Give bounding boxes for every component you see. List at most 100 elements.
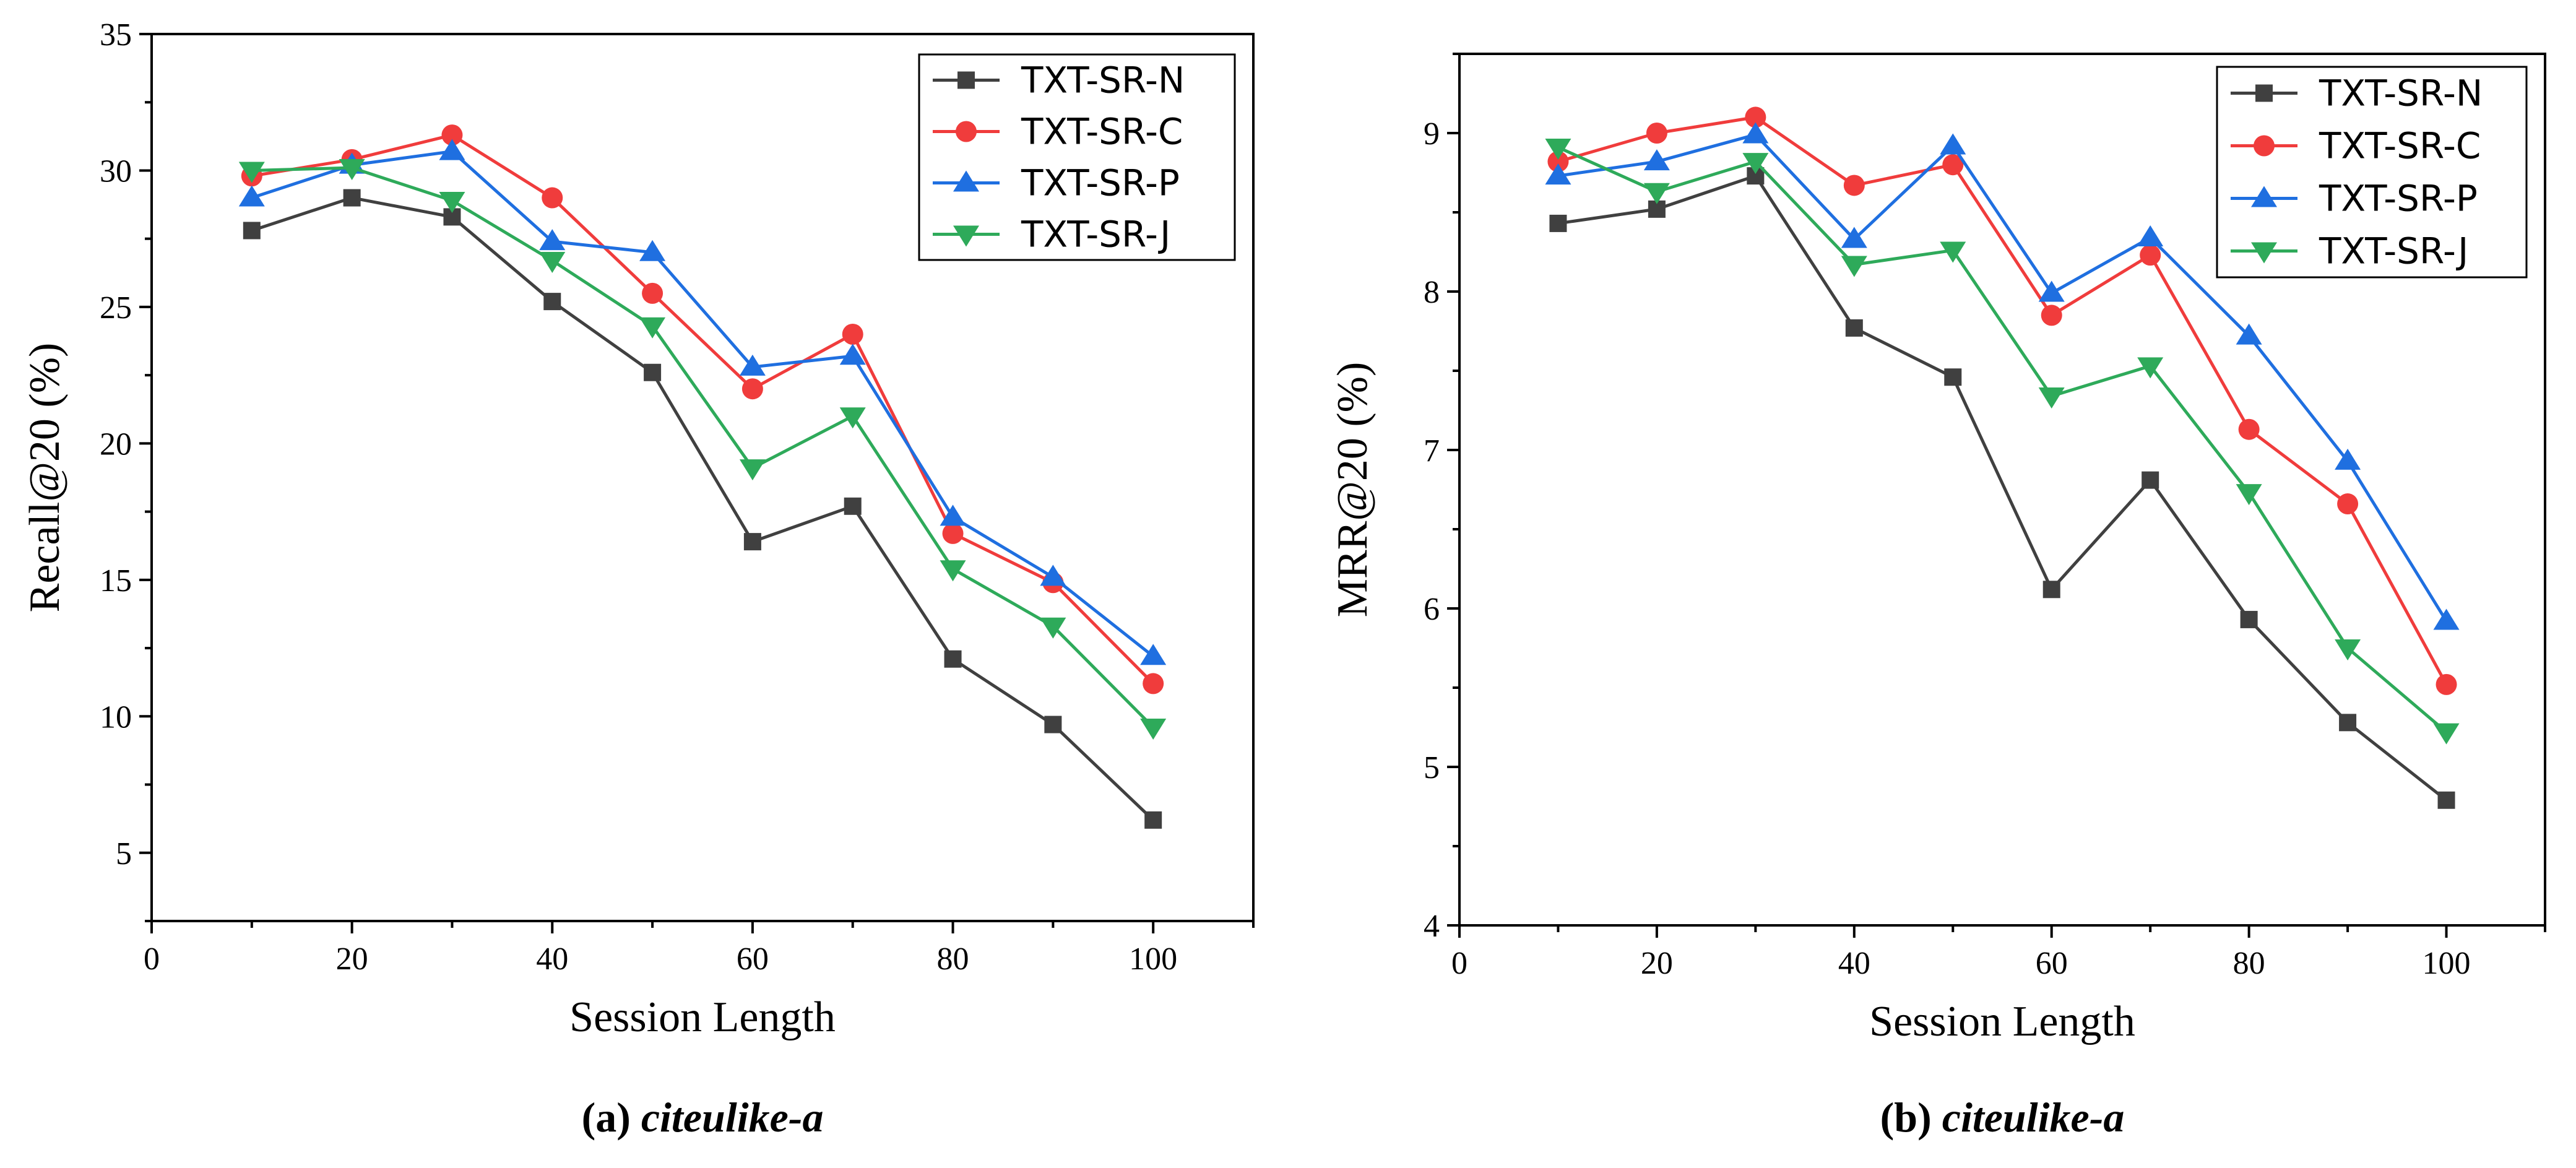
data-point-txt-sr-j: [1940, 241, 1966, 263]
legend-marker-txt-sr-j: [2251, 242, 2277, 264]
plot-frame: [1458, 53, 2546, 927]
data-point-txt-sr-p: [2236, 323, 2262, 345]
x-tick-label: 80: [937, 941, 969, 977]
data-point-txt-sr-c: [2337, 493, 2359, 515]
data-point-txt-sr-j: [2137, 357, 2164, 379]
data-point-txt-sr-p: [940, 504, 966, 526]
data-point-txt-sr-n: [1044, 716, 1062, 733]
data-point-txt-sr-j: [2038, 387, 2065, 409]
caption-letter: (a): [582, 1094, 641, 1141]
data-point-txt-sr-p: [1140, 644, 1167, 665]
x-tick-label: 20: [336, 941, 368, 977]
legend-label: TXT-SR-N: [1021, 59, 1185, 102]
data-point-txt-sr-c: [642, 282, 663, 304]
data-point-txt-sr-p: [639, 240, 666, 261]
y-tick-label: 6: [1424, 592, 1440, 627]
caption-letter: (b): [1880, 1094, 1942, 1141]
data-point-txt-sr-c: [1646, 123, 1667, 144]
data-point-txt-sr-j: [940, 560, 966, 582]
data-point-txt-sr-c: [741, 378, 763, 400]
y-tick-label: 35: [100, 17, 132, 53]
data-point-txt-sr-n: [1845, 319, 1863, 337]
legend-marker-txt-sr-p: [2251, 186, 2277, 207]
data-point-txt-sr-c: [2140, 244, 2161, 266]
data-point-txt-sr-c: [542, 187, 563, 209]
y-tick-label: 5: [116, 836, 132, 872]
data-point-txt-sr-j: [439, 191, 465, 213]
data-point-txt-sr-n: [644, 363, 662, 381]
data-point-txt-sr-p: [1545, 163, 1571, 185]
data-point-txt-sr-j: [639, 317, 666, 339]
data-point-txt-sr-p: [839, 344, 866, 365]
y-axis-label: Recall@20 (%): [21, 343, 69, 613]
legend-label: TXT-SR-N: [2319, 72, 2483, 115]
data-point-txt-sr-p: [539, 229, 566, 251]
x-tick-label: 60: [2036, 946, 2068, 981]
data-point-txt-sr-p: [439, 139, 465, 160]
data-point-txt-sr-c: [1843, 175, 1865, 196]
x-axis-label: Session Length: [1869, 998, 2135, 1045]
data-point-txt-sr-j: [1643, 183, 1670, 204]
data-point-txt-sr-c: [2436, 673, 2457, 695]
y-tick-label: 8: [1424, 275, 1440, 310]
chart-panel-b: 0 20 40 60 80 100 4 5 6 7 8 9 Session Length MRR@20 (…: [1329, 53, 2546, 1141]
y-tick-label: 30: [100, 154, 132, 189]
data-point-txt-sr-c: [1745, 106, 1766, 128]
data-point-txt-sr-p: [2433, 608, 2460, 630]
data-point-txt-sr-j: [1841, 256, 1867, 277]
legend: TXT-SR-N TXT-SR-C TXT-SR-P TXT-SR-J: [2216, 66, 2528, 279]
legend-marker-txt-sr-n: [957, 71, 975, 89]
data-point-txt-sr-n: [543, 293, 561, 311]
data-point-txt-sr-n: [844, 497, 862, 515]
legend-label: TXT-SR-P: [1021, 162, 1180, 204]
series-line-txt-sr-p: [1558, 133, 2448, 622]
data-point-txt-sr-c: [942, 522, 964, 544]
legend-label: TXT-SR-P: [2319, 178, 2478, 220]
data-point-txt-sr-j: [839, 407, 866, 429]
chart-panel-a: 0 20 40 60 80 100 5 10 15 20 25 30 35 Session Length R…: [21, 17, 1255, 1141]
y-tick-label: 7: [1424, 433, 1440, 469]
data-point-txt-sr-j: [2236, 484, 2262, 506]
x-axis-label: Session Length: [569, 993, 836, 1041]
y-tick-label: 5: [1424, 750, 1440, 785]
data-point-txt-sr-p: [2137, 225, 2164, 246]
data-point-txt-sr-c: [1547, 151, 1569, 173]
x-tick-label: 20: [1641, 946, 1673, 981]
y-tick-label: 25: [100, 290, 132, 326]
data-point-txt-sr-n: [1944, 368, 1962, 386]
data-point-txt-sr-n: [2042, 581, 2060, 599]
series-line-txt-sr-c: [1557, 115, 2448, 686]
data-point-txt-sr-n: [2437, 791, 2455, 809]
legend-label: TXT-SR-J: [1021, 214, 1170, 256]
caption-dataset: citeulike-a: [1942, 1094, 2125, 1141]
data-point-txt-sr-n: [343, 189, 361, 207]
series-line-txt-sr-j: [251, 166, 1154, 729]
legend: TXT-SR-N TXT-SR-C TXT-SR-P TXT-SR-J: [918, 53, 1236, 261]
data-point-txt-sr-c: [441, 124, 463, 146]
legend-marker-txt-sr-c: [956, 121, 977, 142]
data-point-txt-sr-c: [2041, 305, 2062, 326]
x-tick-label: 40: [1838, 946, 1870, 981]
data-point-txt-sr-j: [539, 251, 566, 273]
data-point-txt-sr-j: [1742, 153, 1769, 175]
data-point-txt-sr-j: [1040, 617, 1066, 639]
legend-marker-txt-sr-n: [2255, 84, 2273, 102]
x-tick-label: 100: [2423, 946, 2471, 981]
legend-label: TXT-SR-C: [2319, 125, 2481, 167]
data-point-txt-sr-j: [1140, 718, 1167, 740]
series-line-txt-sr-p: [251, 150, 1154, 658]
data-point-txt-sr-c: [1942, 154, 1964, 176]
x-tick-label: 0: [1451, 946, 1467, 981]
data-point-txt-sr-n: [243, 222, 261, 240]
caption-dataset: citeulike-a: [641, 1094, 824, 1141]
data-point-txt-sr-n: [2339, 714, 2357, 732]
data-point-txt-sr-c: [1143, 673, 1164, 694]
data-point-txt-sr-n: [1549, 214, 1567, 232]
data-point-txt-sr-n: [743, 533, 761, 551]
legend-marker-txt-sr-j: [953, 225, 979, 247]
x-tick-label: 0: [144, 941, 160, 977]
series-line-txt-sr-c: [251, 133, 1154, 685]
legend-box: [2216, 66, 2528, 279]
data-point-txt-sr-n: [2240, 610, 2258, 628]
